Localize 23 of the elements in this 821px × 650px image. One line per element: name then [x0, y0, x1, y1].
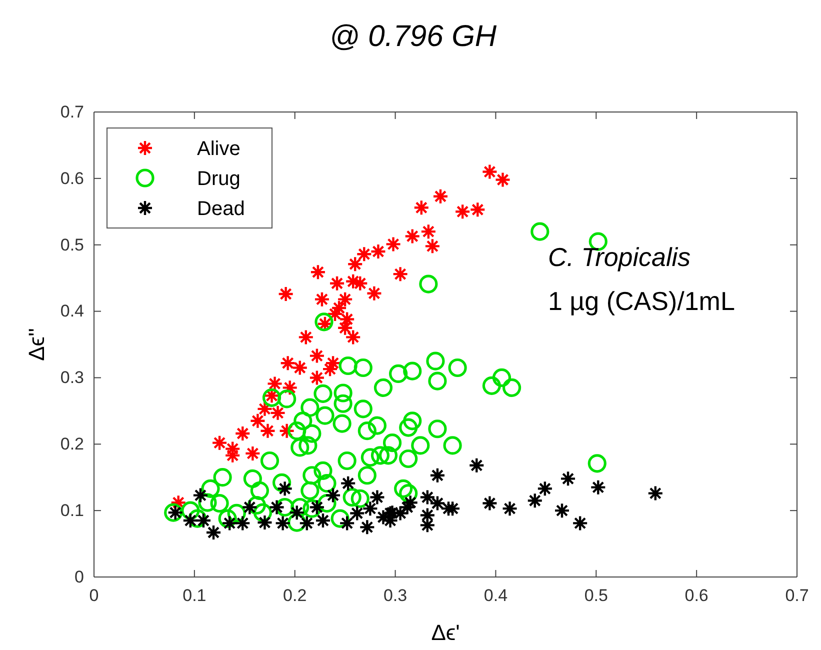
y-tick-label: 0: [74, 567, 84, 586]
x-axis-title: Δϵ': [431, 620, 460, 645]
x-tick-label: 0.2: [283, 586, 307, 606]
legend-label: Alive: [197, 138, 240, 160]
y-tick-label: 0.3: [60, 368, 84, 388]
y-tick-label: 0.5: [60, 235, 84, 254]
annotation: C. Tropicalis 1 µg (CAS)/1mL: [548, 242, 735, 316]
chart-title: @ 0.796 GH: [329, 20, 497, 53]
x-tick-label: 0.7: [785, 586, 809, 606]
x-tick-label: 0.4: [484, 586, 508, 606]
x-tick-label: 0.6: [684, 586, 708, 606]
x-tick-label: 0.1: [182, 586, 206, 606]
y-tick-label: 0.6: [60, 168, 84, 188]
x-tick-label: 0: [89, 586, 99, 606]
y-tick-label: 0.7: [60, 102, 84, 122]
y-tick-label: 0.4: [60, 302, 84, 321]
x-tick-label: 0.3: [383, 586, 408, 606]
x-tick-label: 0.5: [584, 586, 608, 606]
y-axis-title: Δϵ'': [24, 328, 49, 361]
legend-label: Drug: [197, 168, 240, 190]
legend-label: Dead: [197, 198, 245, 220]
y-tick-label: 0.2: [60, 434, 84, 454]
y-tick-label: 0.1: [60, 501, 84, 520]
